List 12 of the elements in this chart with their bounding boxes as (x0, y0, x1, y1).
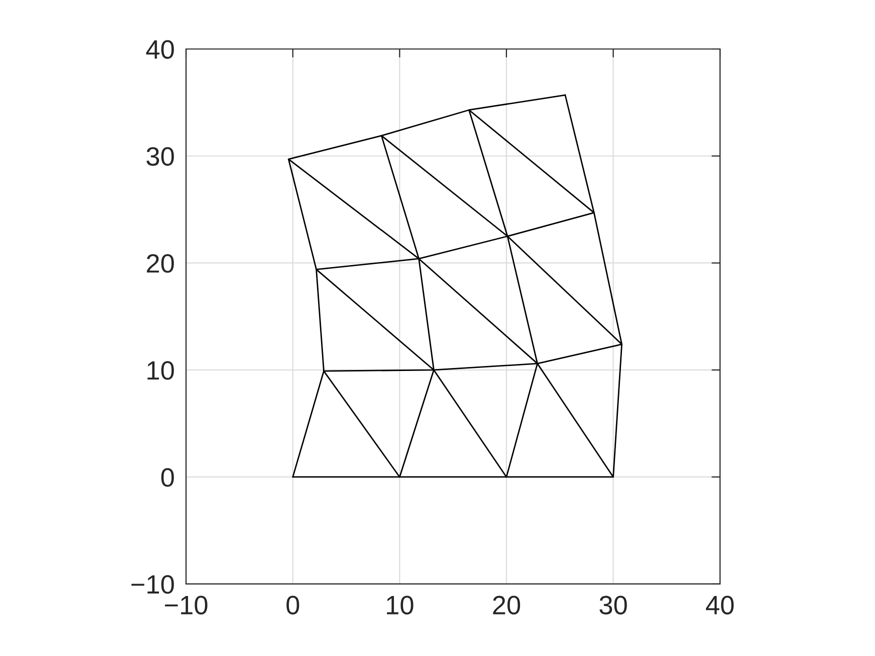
y-tick-label: 30 (146, 147, 174, 166)
y-tick-label: 10 (148, 361, 174, 380)
x-tick-label: 0 (286, 596, 300, 614)
y-tick-label: 40 (146, 40, 174, 59)
y-tick-label: −10 (131, 575, 174, 594)
x-tick-label: 40 (706, 596, 734, 614)
x-tick-label: 10 (386, 596, 414, 614)
x-tick-label: −10 (164, 596, 208, 614)
y-tick-label: 20 (146, 254, 174, 273)
y-tick-label: 0 (161, 468, 174, 487)
x-tick-label: 20 (493, 596, 520, 614)
x-tick-label: 30 (600, 596, 627, 614)
